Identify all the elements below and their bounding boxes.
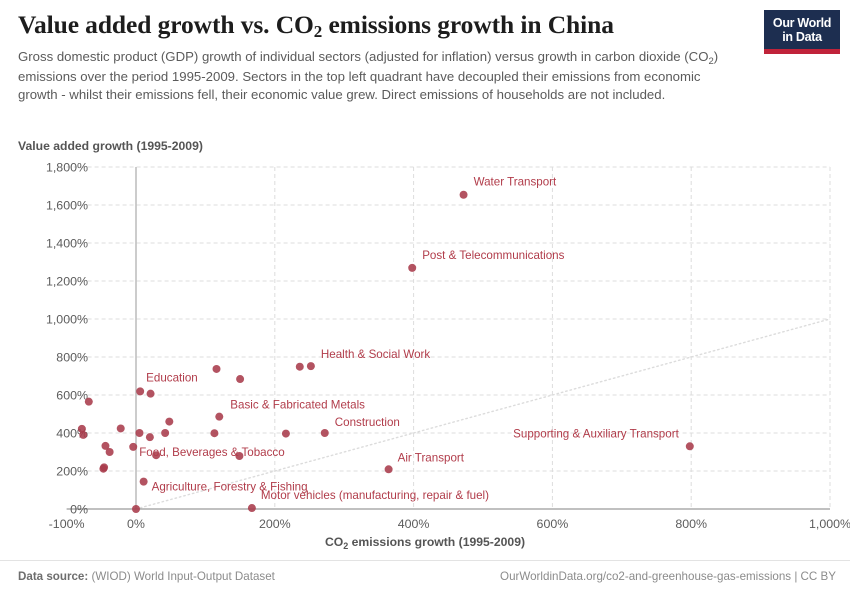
data-point[interactable] xyxy=(84,397,93,406)
subtitle-subscript: 2 xyxy=(708,56,714,68)
data-point-label: Post & Telecommunications xyxy=(422,249,564,262)
y-axis-tick-label: 1,200% xyxy=(46,275,88,289)
y-axis-tick-label: 0% xyxy=(70,503,88,517)
subtitle-line-2-post: ) emissions over the period 1995-2009. S… xyxy=(18,49,719,84)
x-axis-title-subscript: 2 xyxy=(343,540,349,551)
y-axis-tick-label: 800% xyxy=(56,351,88,365)
chart-footer: Data source: (WIOD) World Input-Output D… xyxy=(0,560,850,601)
y-axis-title: Value added growth (1995-2009) xyxy=(18,139,203,153)
y-axis-tick-label: 1,000% xyxy=(46,313,88,327)
x-axis-tick-label: 600% xyxy=(537,517,569,531)
data-point[interactable] xyxy=(77,424,86,433)
data-point[interactable] xyxy=(105,448,114,456)
data-point[interactable] xyxy=(116,424,125,433)
y-axis-tick-label: 1,400% xyxy=(46,237,88,251)
x-axis-tick-label: -100% xyxy=(49,517,85,531)
data-point[interactable] xyxy=(210,429,219,438)
x-axis-title: CO2 emissions growth (1995-2009) xyxy=(0,535,850,551)
x-axis-title-post: emissions growth (1995-2009) xyxy=(348,535,526,549)
x-axis-tick-label: 800% xyxy=(675,517,707,531)
y-axis-tick-label: 1,800% xyxy=(46,161,88,175)
data-point-labeled[interactable] xyxy=(136,387,145,396)
data-point-label: Motor vehicles (manufacturing, repair & … xyxy=(261,489,489,502)
data-point-label: Food, Beverages & Tobacco xyxy=(139,446,284,459)
y-axis-tick-label: 600% xyxy=(56,389,88,403)
data-point-labeled[interactable] xyxy=(408,263,417,272)
data-point-label: Construction xyxy=(335,416,400,429)
data-point[interactable] xyxy=(161,429,170,437)
data-point-labeled[interactable] xyxy=(306,362,315,371)
data-point-labeled[interactable] xyxy=(685,442,694,451)
data-point[interactable] xyxy=(152,451,161,460)
x-axis-tick-label: 0% xyxy=(127,517,145,531)
data-point-labeled[interactable] xyxy=(384,465,393,474)
y-axis-tick-label: 400% xyxy=(56,427,88,441)
x-axis-title-pre: CO xyxy=(324,535,344,549)
data-point-label: Education xyxy=(146,371,198,384)
data-point[interactable] xyxy=(236,375,245,384)
data-point-labeled[interactable] xyxy=(320,429,329,437)
subtitle-line-3: emissions from economic growth - whilst … xyxy=(18,68,701,102)
data-source-label: Data source: xyxy=(18,570,89,583)
subtitle-line-1: Gross domestic product (GDP) growth of i… xyxy=(18,49,636,65)
title-subscript: 2 xyxy=(313,22,323,41)
data-point[interactable] xyxy=(165,417,174,426)
data-point-label: Health & Social Work xyxy=(321,348,431,361)
data-point-label: Supporting & Auxiliary Transport xyxy=(513,427,679,440)
subtitle-line-4: households are not included. xyxy=(496,86,666,102)
title-part-1: Value added growth vs. CO xyxy=(18,10,314,39)
data-source-value: (WIOD) World Input-Output Dataset xyxy=(88,570,275,583)
data-point[interactable] xyxy=(100,463,109,472)
x-axis-tick-label: 200% xyxy=(259,517,291,531)
data-point[interactable] xyxy=(295,362,304,371)
data-point-labeled[interactable] xyxy=(129,442,138,451)
logo-line-2: in Data xyxy=(782,30,822,44)
y-axis-tick-label: 1,600% xyxy=(46,199,88,213)
owid-logo[interactable]: Our World in Data xyxy=(764,10,840,54)
data-point-label: Basic & Fabricated Metals xyxy=(230,399,365,412)
data-point-labeled[interactable] xyxy=(459,190,468,199)
data-point[interactable] xyxy=(101,441,110,450)
attribution-link[interactable]: OurWorldinData.org/co2-and-greenhouse-ga… xyxy=(500,570,836,583)
data-source: Data source: (WIOD) World Input-Output D… xyxy=(18,570,275,583)
y-axis-tick-label: 200% xyxy=(56,465,88,479)
data-point[interactable] xyxy=(235,451,244,460)
data-point-labeled[interactable] xyxy=(247,504,256,513)
data-point[interactable] xyxy=(135,429,144,437)
data-point-labeled[interactable] xyxy=(215,412,224,421)
data-point[interactable] xyxy=(212,364,221,373)
data-point[interactable] xyxy=(146,389,155,398)
title-part-2: emissions growth in China xyxy=(322,10,614,39)
page-title: Value added growth vs. CO2 emissions gro… xyxy=(18,10,748,41)
data-point[interactable] xyxy=(281,429,290,438)
data-point[interactable] xyxy=(145,433,154,442)
data-point-label: Air Transport xyxy=(398,451,465,464)
data-point-label: Agriculture, Forestry & Fishing xyxy=(152,481,308,494)
data-point[interactable] xyxy=(79,430,88,439)
logo-line-1: Our World xyxy=(772,16,832,30)
x-axis-tick-label: 1,000% xyxy=(809,517,850,531)
data-point[interactable] xyxy=(132,505,140,513)
parity-reference-line xyxy=(135,318,831,510)
data-point-labeled[interactable] xyxy=(139,477,148,486)
data-point-label: Water Transport xyxy=(474,176,557,189)
chart-subtitle: Gross domestic product (GDP) growth of i… xyxy=(18,48,730,103)
x-axis-tick-label: 400% xyxy=(398,517,430,531)
chart-header: Value added growth vs. CO2 emissions gro… xyxy=(18,10,748,103)
data-point[interactable] xyxy=(99,464,108,473)
subtitle-line-2-pre: dioxide (CO xyxy=(638,49,709,65)
